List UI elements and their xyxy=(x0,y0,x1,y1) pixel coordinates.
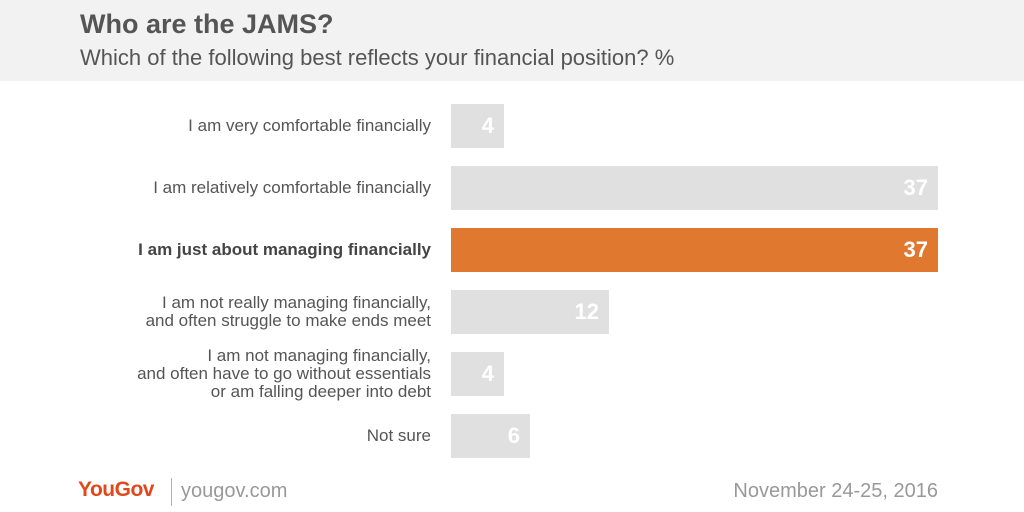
bar: 4 xyxy=(451,352,504,396)
bar: 6 xyxy=(451,414,530,458)
data-label: 12 xyxy=(574,299,599,324)
data-label: 37 xyxy=(903,237,928,262)
category-label: Not sure xyxy=(366,426,431,445)
bar: 12 xyxy=(451,290,609,334)
category-label: I am not really managing financially, and… xyxy=(145,293,431,330)
footer-divider xyxy=(171,478,172,506)
bar: 4 xyxy=(451,104,504,148)
bar: 37 xyxy=(451,166,938,210)
chart-subtitle: Which of the following best reflects you… xyxy=(80,45,675,70)
category-label: I am relatively comfortable financially xyxy=(153,178,431,197)
yougov-logo: YouGov xyxy=(78,478,154,501)
data-label: 4 xyxy=(481,361,494,386)
category-label: I am not managing financially, and often … xyxy=(137,346,431,401)
data-label: 6 xyxy=(507,423,520,448)
data-label: 4 xyxy=(481,113,494,138)
header-band: Who are the JAMS? Which of the following… xyxy=(0,0,1024,81)
survey-date: November 24-25, 2016 xyxy=(733,480,938,502)
data-label: 37 xyxy=(903,175,928,200)
bar: 37 xyxy=(451,228,938,272)
category-label: I am very comfortable financially xyxy=(188,116,431,135)
footer-url: yougov.com xyxy=(181,480,288,502)
chart-title: Who are the JAMS? xyxy=(80,9,334,39)
category-label: I am just about managing financially xyxy=(138,240,431,259)
